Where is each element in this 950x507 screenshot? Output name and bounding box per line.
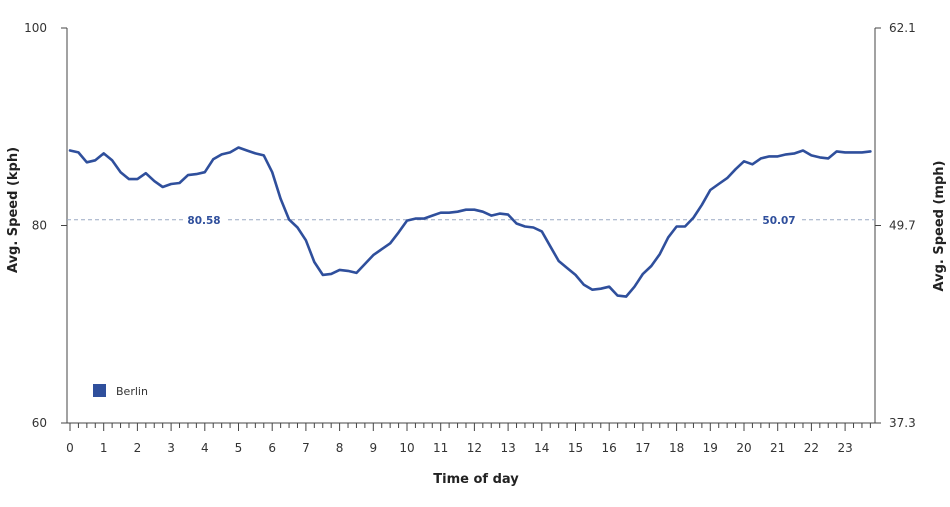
legend-label-berlin: Berlin	[116, 385, 148, 398]
y-tick-label-left: 60	[32, 416, 47, 430]
y-axis-title-right: Avg. Speed (mph)	[932, 161, 947, 292]
reference-line-group: 80.58 50.07	[67, 212, 875, 227]
y-tick-label-left: 100	[24, 21, 47, 35]
x-tick-label: 18	[669, 441, 684, 455]
y-tick-label-right: 49.7	[889, 219, 916, 233]
x-tick-label: 5	[235, 441, 243, 455]
x-tick-label: 15	[568, 441, 583, 455]
x-axis-title: Time of day	[433, 472, 519, 487]
reference-label-mph: 50.07	[762, 215, 795, 227]
x-tick-label: 17	[635, 441, 650, 455]
x-tick-label: 13	[500, 441, 515, 455]
x-tick-label: 9	[369, 441, 377, 455]
x-tick-label: 7	[302, 441, 310, 455]
series-line-berlin	[68, 146, 872, 298]
x-tick-label: 11	[433, 441, 448, 455]
x-tick-label: 14	[534, 441, 549, 455]
x-tick-label: 4	[201, 441, 209, 455]
legend: Berlin	[93, 384, 148, 398]
x-tick-label: 16	[602, 441, 617, 455]
y-tick-label-right: 62.1	[889, 21, 916, 35]
x-tick-label: 23	[837, 441, 852, 455]
x-tick-label: 20	[736, 441, 751, 455]
x-tick-label: 21	[770, 441, 785, 455]
x-tick-label: 3	[167, 441, 175, 455]
reference-label-kph: 80.58	[187, 215, 220, 227]
legend-swatch-berlin	[93, 384, 106, 397]
x-tick-label: 10	[399, 441, 414, 455]
x-tick-label: 2	[134, 441, 142, 455]
y-tick-label-right: 37.3	[889, 416, 916, 430]
series-layer	[68, 146, 872, 298]
y-axis-title-left: Avg. Speed (kph)	[6, 147, 21, 273]
x-tick-label: 0	[66, 441, 74, 455]
x-tick-label: 12	[467, 441, 482, 455]
y-tick-label-left: 80	[32, 219, 47, 233]
x-tick-label: 8	[336, 441, 344, 455]
x-tick-label: 1	[100, 441, 108, 455]
x-tick-label: 22	[804, 441, 819, 455]
reference-label-background	[183, 212, 225, 227]
reference-label-background	[758, 212, 800, 227]
x-tick-label: 19	[703, 441, 718, 455]
x-tick-label: 6	[268, 441, 276, 455]
